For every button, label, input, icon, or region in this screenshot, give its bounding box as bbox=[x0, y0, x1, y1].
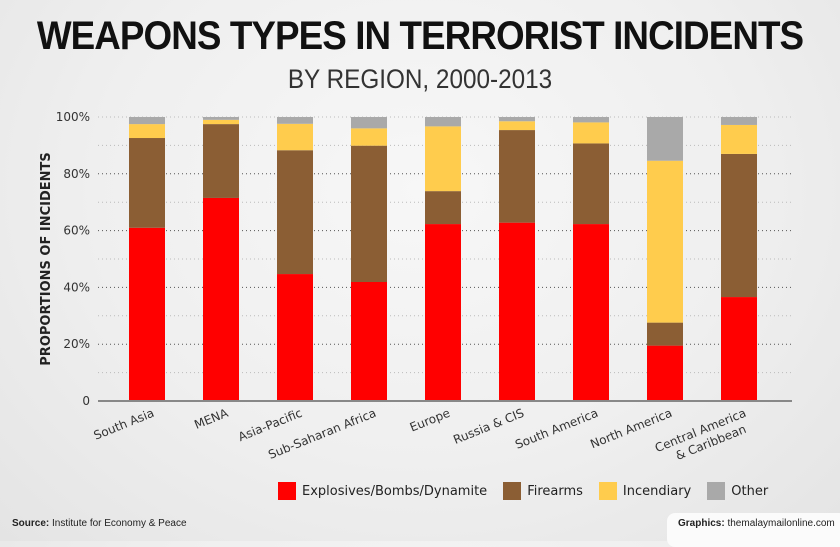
bar-segment-explosives-bombs-dynamite bbox=[647, 345, 683, 401]
bar-segment-incendiary bbox=[129, 124, 165, 139]
x-tick-label: MENA bbox=[192, 406, 231, 432]
bar-stack bbox=[351, 117, 387, 401]
bar-segment-incendiary bbox=[499, 121, 535, 131]
bar-segment-firearms bbox=[499, 130, 535, 223]
legend: Explosives/Bombs/Dynamite Firearms Incendi… bbox=[278, 482, 784, 500]
bar-segment-firearms bbox=[425, 191, 461, 225]
legend-item: Incendiary bbox=[598, 482, 692, 500]
bar-segment-explosives-bombs-dynamite bbox=[721, 297, 757, 401]
bar-segment-firearms bbox=[129, 138, 165, 228]
bar-segment-other bbox=[573, 117, 609, 123]
graphics-credit: Graphics: themalaymailonline.com bbox=[678, 518, 835, 529]
bar-stack bbox=[277, 117, 313, 401]
bar-segment-other bbox=[647, 117, 683, 161]
y-tick-label: 0 bbox=[82, 394, 90, 408]
x-tick-label: South America bbox=[513, 406, 600, 452]
bar-segment-other bbox=[425, 117, 461, 127]
bar-segment-incendiary bbox=[573, 122, 609, 144]
bar-segment-firearms bbox=[721, 153, 757, 298]
bar-segment-incendiary bbox=[647, 160, 683, 323]
bar-segment-incendiary bbox=[351, 128, 387, 146]
source-text: Institute for Economy & Peace bbox=[52, 518, 187, 529]
bar-segment-firearms bbox=[351, 145, 387, 283]
bar-segment-other bbox=[277, 117, 313, 124]
bar-segment-firearms bbox=[573, 143, 609, 225]
x-tick-label: South Asia bbox=[92, 406, 156, 443]
credit-text: themalaymailonline.com bbox=[727, 518, 835, 529]
bar-segment-incendiary bbox=[721, 124, 757, 154]
legend-item: Other bbox=[707, 482, 768, 500]
legend-label: Incendiary bbox=[622, 483, 692, 499]
bar-stack bbox=[647, 117, 683, 401]
bar-segment-incendiary bbox=[203, 119, 239, 125]
bar-stack bbox=[203, 117, 239, 401]
bar-segment-incendiary bbox=[277, 123, 313, 151]
bar-stack bbox=[499, 117, 535, 401]
legend-label: Other bbox=[731, 483, 769, 499]
bar-segment-explosives-bombs-dynamite bbox=[573, 224, 609, 401]
bar-segment-explosives-bombs-dynamite bbox=[277, 274, 313, 401]
y-tick-label: 20% bbox=[63, 337, 90, 351]
bar-segment-incendiary bbox=[425, 126, 461, 192]
bar-segment-explosives-bombs-dynamite bbox=[351, 282, 387, 401]
legend-swatch bbox=[278, 482, 296, 500]
legend-swatch bbox=[598, 482, 617, 500]
bar-segment-other bbox=[203, 117, 239, 120]
y-tick-label: 40% bbox=[63, 280, 90, 294]
bar-stack bbox=[129, 117, 165, 401]
legend-swatch bbox=[503, 482, 522, 500]
source-note: Source: Institute for Economy & Peace bbox=[12, 518, 187, 529]
bar-segment-firearms bbox=[277, 150, 313, 275]
bar-stack bbox=[573, 117, 609, 401]
bar-segment-explosives-bombs-dynamite bbox=[129, 227, 165, 401]
bars bbox=[129, 117, 757, 401]
y-tick-label: 100% bbox=[56, 110, 90, 124]
legend-item: Firearms bbox=[503, 482, 583, 500]
legend-swatch bbox=[707, 482, 726, 500]
x-tick-label: Europe bbox=[408, 406, 452, 435]
bar-segment-explosives-bombs-dynamite bbox=[425, 224, 461, 401]
bar-segment-explosives-bombs-dynamite bbox=[203, 197, 239, 401]
y-axis-ticks: 0 20% 40% 60% 80% 100% bbox=[56, 110, 90, 408]
bar-segment-other bbox=[129, 117, 165, 125]
chart-subtitle: BY REGION, 2000-2013 bbox=[287, 64, 553, 94]
y-tick-label: 80% bbox=[63, 167, 90, 181]
bar-segment-explosives-bombs-dynamite bbox=[499, 222, 535, 401]
bar-segment-other bbox=[351, 117, 387, 129]
source-label: Source: bbox=[12, 518, 50, 529]
credit-label: Graphics: bbox=[678, 518, 725, 529]
bar-stack bbox=[721, 117, 757, 401]
bar-segment-firearms bbox=[647, 322, 683, 346]
bar-stack bbox=[425, 117, 461, 401]
bar-segment-other bbox=[499, 117, 535, 122]
y-tick-label: 60% bbox=[63, 224, 90, 238]
chart-title: WEAPONS TYPES IN TERRORIST INCIDENTS bbox=[36, 14, 804, 58]
y-axis-label: PROPORTIONS OF INCIDENTS bbox=[39, 152, 54, 365]
legend-label: Firearms bbox=[527, 483, 583, 499]
bar-segment-other bbox=[721, 117, 757, 125]
legend-item: Explosives/Bombs/Dynamite bbox=[278, 482, 487, 500]
bar-segment-firearms bbox=[203, 124, 239, 198]
legend-label: Explosives/Bombs/Dynamite bbox=[302, 483, 488, 499]
